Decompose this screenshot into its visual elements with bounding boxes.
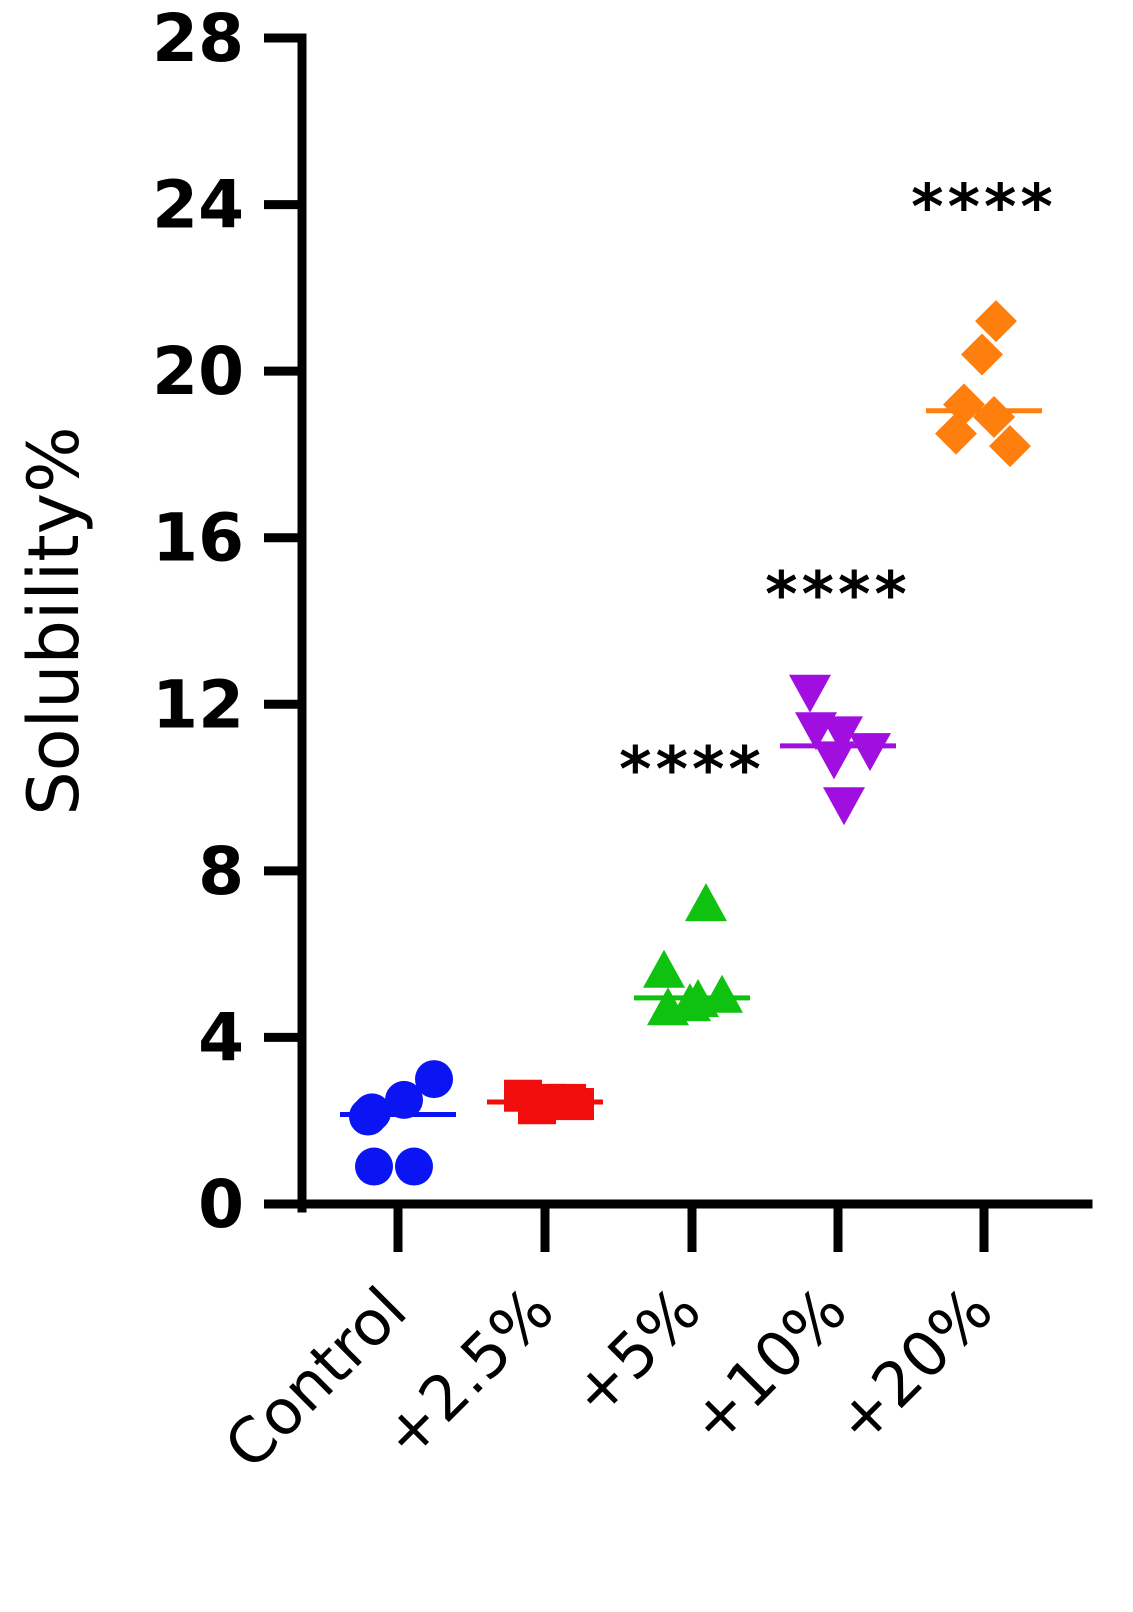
x-category-label: +20%	[821, 1273, 1007, 1459]
y-axis-title: Solubility%	[13, 426, 95, 815]
data-point-triangle-down	[813, 741, 855, 780]
data-point-diamond	[975, 300, 1017, 343]
x-category-label: +10%	[675, 1273, 861, 1459]
data-point-triangle-down	[823, 787, 865, 826]
axes: 0 4 8 12 16 20 24 28	[152, 0, 1093, 1252]
data-point-triangle-up	[643, 949, 685, 988]
significance-label: ****	[765, 558, 911, 631]
y-tick-label: 12	[152, 666, 244, 743]
data-point-diamond	[989, 425, 1031, 468]
y-tick-label: 8	[198, 833, 244, 910]
data-point-circle	[415, 1060, 453, 1099]
y-tick-label: 24	[152, 167, 244, 244]
data-point-circle	[395, 1147, 433, 1186]
data-point-triangle-down	[849, 733, 891, 772]
data-point-triangle-down	[789, 674, 831, 713]
data-point-diamond	[943, 383, 985, 426]
data-point-circle	[385, 1080, 423, 1119]
y-tick-label: 28	[152, 0, 244, 77]
data-point-triangle-up	[669, 983, 711, 1022]
x-category-label: Control	[211, 1273, 421, 1483]
significance-label: ****	[619, 733, 765, 806]
data-point-triangle-up	[685, 883, 727, 922]
data-point-diamond	[961, 333, 1003, 376]
y-tick-label: 0	[198, 1166, 244, 1243]
y-tick-label: 20	[152, 333, 244, 410]
data-point-diamond	[935, 412, 977, 455]
data-points	[340, 300, 1042, 1186]
y-tick-label: 16	[152, 500, 244, 577]
data-point-triangle-down	[821, 716, 863, 755]
data-point-diamond	[973, 395, 1015, 438]
y-tick-label: 4	[198, 999, 244, 1076]
data-point-circle	[355, 1147, 393, 1186]
data-point-triangle-up	[701, 974, 743, 1013]
significance-label: ****	[911, 171, 1057, 244]
